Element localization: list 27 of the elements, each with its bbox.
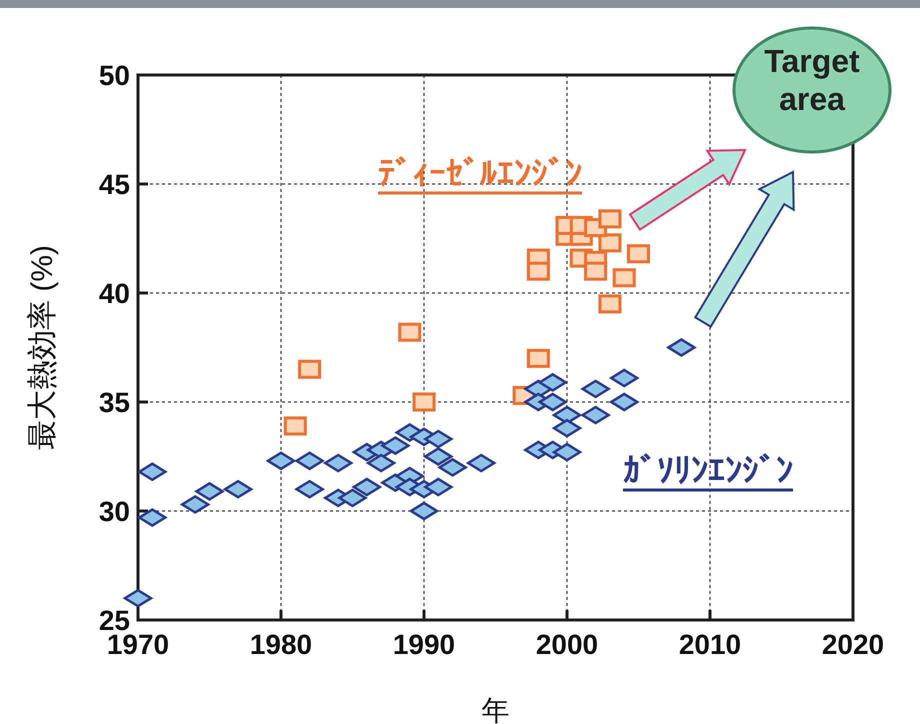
point bbox=[612, 268, 636, 288]
x-tick-label: 2010 bbox=[678, 629, 742, 660]
point bbox=[627, 244, 650, 264]
x-axis-title: 年 bbox=[482, 695, 510, 724]
point bbox=[298, 360, 322, 379]
y-axis-title: 最大熱効率 (%) bbox=[26, 245, 59, 450]
y-tick-label: 45 bbox=[98, 169, 130, 200]
series-label: ｶﾞｿﾘﾝｴﾝｼﾞﾝ bbox=[623, 452, 793, 490]
annotation: Target area bbox=[764, 43, 860, 117]
y-tick-label: 50 bbox=[98, 60, 130, 91]
point bbox=[584, 262, 608, 281]
x-tick-label: 1990 bbox=[392, 629, 456, 660]
y-tick-label: 40 bbox=[98, 278, 130, 309]
x-tick-label: 2020 bbox=[822, 629, 884, 660]
point bbox=[412, 392, 436, 412]
y-tick-label: 35 bbox=[98, 387, 130, 418]
y-tick-label: 30 bbox=[98, 496, 130, 527]
point bbox=[526, 262, 550, 281]
point bbox=[598, 233, 622, 252]
x-tick-label: 2000 bbox=[536, 629, 598, 660]
point bbox=[284, 416, 307, 436]
point bbox=[598, 209, 622, 228]
point bbox=[598, 294, 622, 314]
series-label: ﾃﾞｨｰｾﾞﾙｴﾝｼﾞﾝ bbox=[378, 155, 582, 193]
point bbox=[526, 348, 550, 368]
point bbox=[398, 322, 422, 342]
x-tick-label: 1980 bbox=[250, 629, 312, 660]
